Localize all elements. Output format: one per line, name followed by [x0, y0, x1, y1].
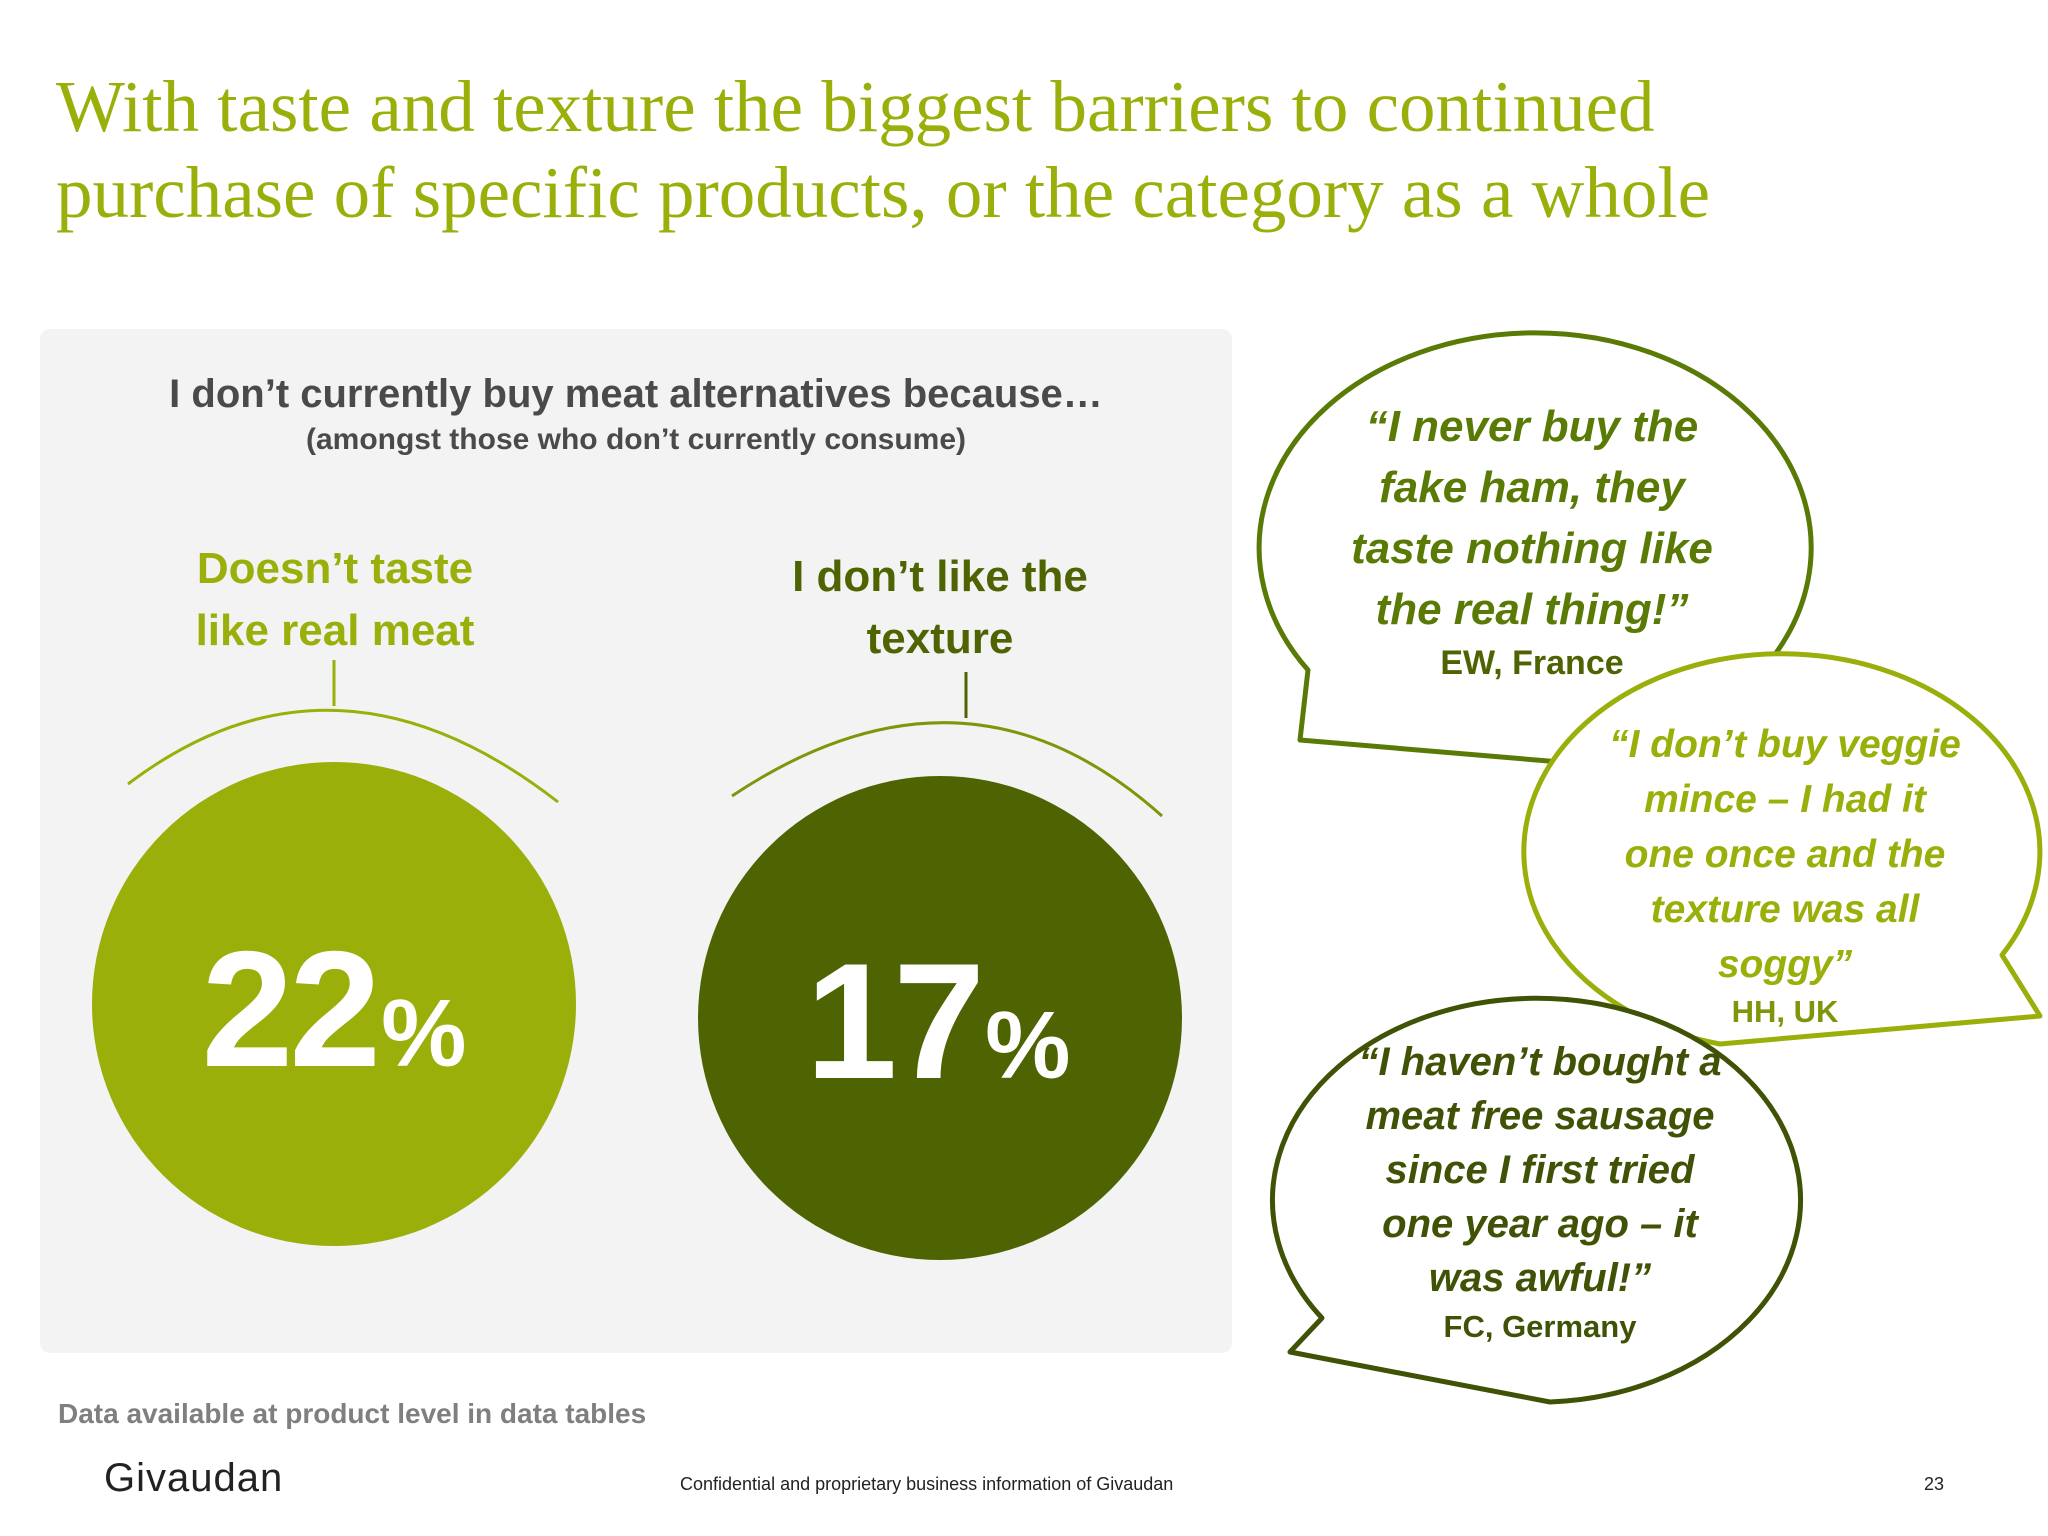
stat-label-texture-line-1: I don’t like the	[792, 552, 1088, 601]
stat-value-taste-number: 22	[201, 917, 382, 1101]
stat-value-texture-number: 17	[805, 929, 986, 1113]
stat-label-taste: Doesn’t taste like real meat	[155, 538, 515, 662]
quote-3-attribution: FC, Germany	[1443, 1309, 1637, 1344]
quote-3-line-2: meat free sausage	[1365, 1094, 1715, 1138]
quote-2: “I don’t buy veggie mince – I had it one…	[1540, 717, 2030, 1032]
quote-2-attribution: HH, UK	[1731, 994, 1839, 1029]
quote-1-line-1: “I never buy the	[1365, 402, 1699, 451]
survey-question: I don’t currently buy meat alternatives …	[169, 372, 1103, 416]
quote-3-line-1: “I haven’t bought a	[1358, 1040, 1722, 1084]
quote-1-line-2: fake ham, they	[1379, 463, 1685, 512]
stat-circle-texture	[698, 776, 1182, 1260]
page-number: 23	[1924, 1474, 1945, 1494]
confidential-notice: Confidential and proprietary business in…	[680, 1474, 1174, 1494]
slide-title: With taste and texture the biggest barri…	[56, 64, 1956, 236]
stat-label-taste-line-2: like real meat	[195, 606, 475, 655]
stat-value-texture: 17 %	[696, 939, 1180, 1104]
stat-value-texture-unit: %	[985, 992, 1071, 1099]
quote-2-line-2: mince – I had it	[1644, 778, 1926, 821]
survey-subtitle: (amongst those who don’t currently consu…	[305, 423, 967, 456]
stat-label-texture-line-2: texture	[866, 614, 1014, 663]
speech-bubble-3	[1270, 995, 1804, 1405]
quote-1-line-4: the real thing!”	[1375, 585, 1689, 634]
speech-bubble-2	[1521, 651, 2043, 1047]
stat-circle-taste	[92, 762, 576, 1246]
stat-value-taste-unit: %	[381, 980, 467, 1087]
stat-arc-taste	[127, 708, 559, 804]
quote-2-line-1: “I don’t buy veggie	[1609, 723, 1961, 766]
quote-2-line-5: soggy”	[1717, 943, 1853, 986]
quote-3: “I haven’t bought a meat free sausage si…	[1300, 1035, 1780, 1349]
quote-1: “I never buy the fake ham, they taste no…	[1282, 396, 1782, 686]
quote-1-line-3: taste nothing like	[1351, 524, 1713, 573]
quote-1-attribution: EW, France	[1440, 644, 1624, 682]
quote-2-line-3: one once and the	[1624, 833, 1946, 876]
slide-title-line-2: purchase of specific products, or the ca…	[56, 152, 1711, 233]
stat-label-taste-line-1: Doesn’t taste	[196, 544, 474, 593]
stat-arc-texture	[731, 721, 1164, 818]
quote-3-line-4: one year ago – it	[1382, 1202, 1698, 1246]
quote-3-line-5: was awful!”	[1428, 1256, 1652, 1300]
quote-2-line-4: texture was all	[1650, 888, 1920, 931]
stat-value-taste: 22 %	[92, 927, 576, 1092]
stat-label-texture: I don’t like the texture	[740, 546, 1140, 670]
quote-3-line-3: since I first tried	[1385, 1148, 1695, 1192]
slide-title-line-1: With taste and texture the biggest barri…	[56, 66, 1655, 147]
data-note: Data available at product level in data …	[58, 1398, 647, 1429]
brand-logo: Givaudan	[104, 1456, 284, 1500]
